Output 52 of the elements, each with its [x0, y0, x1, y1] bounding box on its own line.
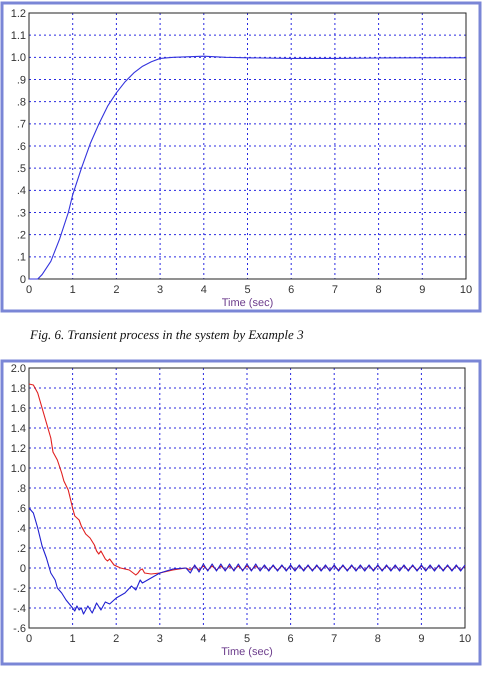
y-tick-label: .3 — [16, 207, 26, 220]
y-tick-label: .7 — [16, 118, 26, 131]
x-axis-title: Time (sec) — [222, 297, 274, 309]
x-tick-label: 4 — [200, 633, 206, 645]
y-tick-label: -.2 — [13, 582, 26, 595]
y-tick-label: 1.4 — [10, 422, 26, 435]
y-tick-label: .5 — [16, 163, 26, 176]
y-tick-label: .4 — [16, 185, 26, 198]
x-tick-label: 2 — [113, 284, 120, 296]
caption: Fig. 6. Transient process in the system by Example 3 — [29, 327, 304, 342]
y-tick-label: 1.2 — [10, 8, 26, 20]
x-tick-label: 1 — [70, 633, 76, 645]
y-tick-label: .4 — [16, 522, 26, 535]
y-tick-label: .9 — [16, 74, 26, 86]
x-tick-label: 3 — [157, 284, 164, 296]
y-tick-label: .8 — [16, 482, 26, 495]
y-tick-label: 0 — [20, 274, 26, 286]
y-tick-label: -.6 — [13, 622, 26, 635]
x-tick-label: 8 — [376, 284, 382, 296]
y-tick-label: .2 — [16, 230, 26, 242]
x-tick-label: 5 — [244, 633, 250, 645]
x-tick-label: 3 — [156, 633, 163, 645]
y-tick-label: .1 — [16, 252, 26, 264]
x-tick-label: 9 — [418, 633, 424, 645]
x-tick-label: 10 — [460, 284, 472, 296]
x-tick-label: 1 — [70, 284, 76, 296]
y-tick-label: 1.2 — [10, 442, 26, 455]
y-tick-label: 1.0 — [10, 52, 26, 64]
y-tick-label: .2 — [16, 542, 26, 555]
line-series — [28, 383, 466, 576]
x-tick-label: 6 — [288, 633, 294, 645]
x-tick-label: 7 — [332, 284, 338, 296]
x-axis-title: Time (sec) — [221, 646, 273, 658]
y-tick-label: -.4 — [13, 602, 26, 615]
x-tick-label: 4 — [200, 284, 207, 296]
x-tick-label: 10 — [458, 633, 472, 645]
y-tick-label: 0 — [20, 562, 26, 575]
y-tick-label: 1.1 — [10, 30, 26, 42]
y-tick-label: .8 — [16, 96, 26, 109]
x-tick-label: 5 — [244, 284, 251, 296]
x-tick-label: 7 — [331, 633, 338, 645]
x-tick-label: 9 — [419, 284, 426, 296]
y-tick-label: .6 — [16, 502, 26, 515]
x-tick-label: 6 — [288, 284, 294, 296]
y-tick-label: 1.6 — [10, 402, 26, 415]
line-series — [28, 507, 466, 615]
y-tick-label: 1.8 — [10, 382, 26, 395]
x-tick-label: 8 — [374, 633, 381, 645]
x-tick-label: 2 — [113, 633, 120, 645]
y-tick-label: 2.0 — [10, 362, 26, 375]
y-tick-label: 1.0 — [10, 462, 26, 475]
y-tick-label: .6 — [16, 140, 26, 153]
